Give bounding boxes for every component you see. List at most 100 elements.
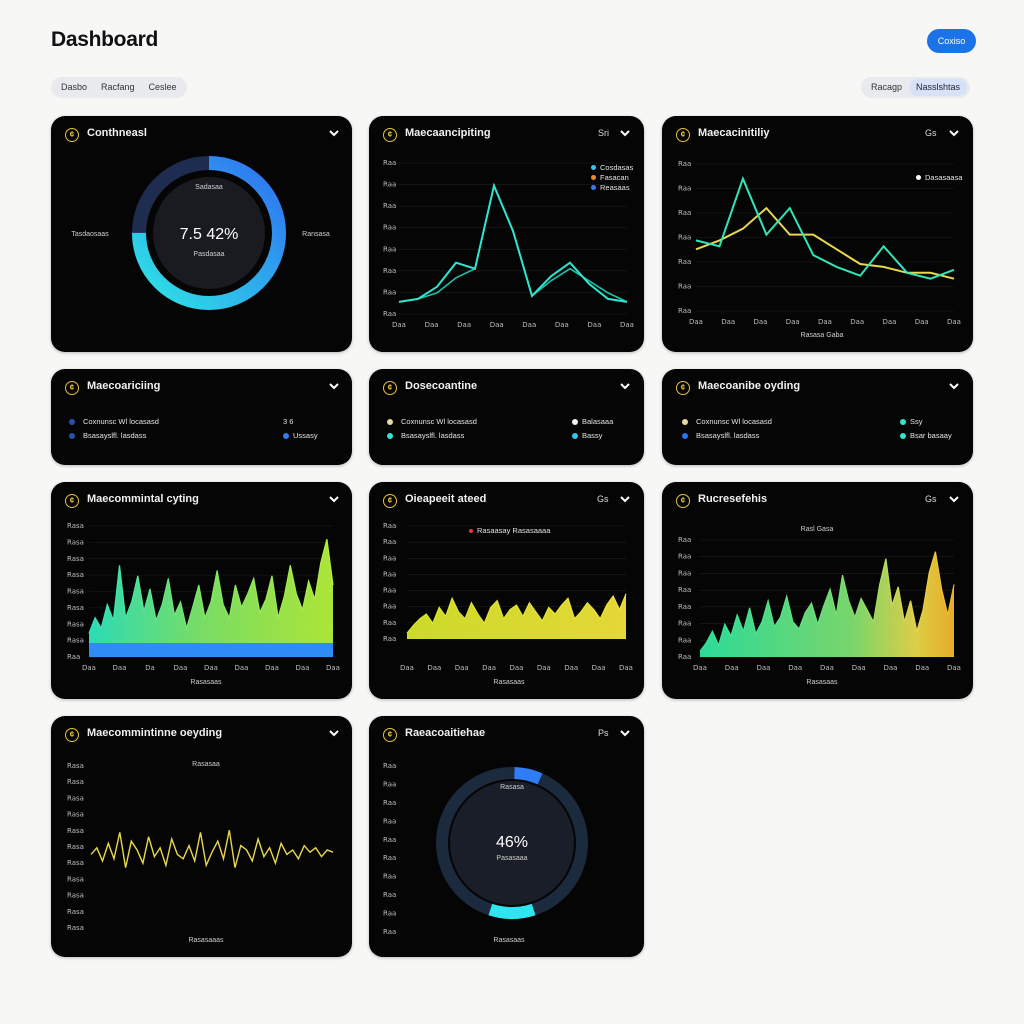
- x-tick-label: Daa: [482, 664, 496, 672]
- x-tick-label: Daa: [619, 664, 633, 672]
- x-tick-label: Daa: [235, 664, 249, 672]
- coin-icon: ¢: [65, 128, 79, 142]
- legend-label: Reasaas: [600, 183, 630, 192]
- x-tick-label: Daa: [818, 318, 832, 326]
- card-title: Maecacinitiliy: [698, 127, 770, 139]
- x-tick-label: Daa: [883, 318, 897, 326]
- donut-center-value: 7.5 42%: [179, 226, 239, 243]
- series-line: [88, 538, 334, 634]
- chevron-down-icon[interactable]: [326, 378, 342, 394]
- chevron-down-icon[interactable]: [946, 491, 962, 507]
- chevron-down-icon[interactable]: [326, 491, 342, 507]
- area-fill: [700, 551, 954, 657]
- chevron-down-icon[interactable]: [946, 125, 962, 141]
- y-tick-label: Raa: [383, 570, 396, 578]
- y-tick-label: Raa: [678, 586, 691, 594]
- x-tick-label: Daa: [721, 318, 735, 326]
- filter-tab-right-1[interactable]: Racagp: [871, 82, 903, 92]
- y-tick-label: Raa: [383, 762, 396, 770]
- x-tick-label: Daa: [820, 664, 834, 672]
- x-tick-label: Daa: [947, 664, 961, 672]
- donut-left-label: Tasdaosaas: [71, 231, 109, 238]
- legend-label: Dasasaasa: [925, 173, 963, 182]
- legend-swatch: [591, 165, 596, 170]
- coin-icon: ¢: [65, 494, 79, 508]
- y-tick-label: Raa: [678, 209, 691, 217]
- x-tick-label: Daa: [754, 318, 768, 326]
- series-line: [695, 206, 955, 280]
- list-item[interactable]: Bsasayslfl. lasdass: [69, 431, 146, 440]
- x-tick-label: Daa: [725, 664, 739, 672]
- series-line: [398, 183, 628, 303]
- list-item[interactable]: Coxnunsc Wl locasasd: [69, 417, 159, 426]
- y-tick-label: Rasa: [67, 571, 84, 579]
- card-title: Maecoariciing: [87, 380, 161, 392]
- y-tick-label: Raa: [383, 267, 396, 275]
- chevron-down-icon[interactable]: [326, 725, 342, 741]
- y-tick-label: Rasa: [67, 588, 84, 596]
- donut-progress-arc: [436, 767, 588, 919]
- card-title: Raeacoaitiehae: [405, 727, 486, 739]
- y-tick-label: Raa: [678, 603, 691, 611]
- list-item[interactable]: Bsasayslfl. lasdass: [682, 431, 759, 440]
- card-extra-label: Gs: [925, 494, 937, 504]
- filter-tab-2[interactable]: Racfang: [101, 82, 135, 92]
- y-tick-label: Rasa: [67, 522, 84, 530]
- y-tick-label: Raa: [678, 160, 691, 168]
- y-tick-label: Raa: [383, 159, 396, 167]
- x-tick-label: Daa: [82, 664, 96, 672]
- list-value-text: Bassy: [582, 431, 603, 440]
- card-donut-2: ¢ Raeacoaitiehae Ps Raa Raa Raa Raa Raa Raa Ra…: [369, 716, 644, 957]
- coin-icon: ¢: [676, 381, 690, 395]
- card-line-2: ¢ Maecacinitiliy Gs Dasasaasa Raa Raa Raa R…: [662, 116, 973, 352]
- card-area-1: ¢ Maecommintal cyting Rasa Rasa Rasa Rasa Ra…: [51, 482, 352, 699]
- x-tick-label: Daa: [592, 664, 606, 672]
- list-dot: [69, 418, 75, 425]
- list-item-label: Bsasayslfl. lasdass: [401, 431, 465, 440]
- legend-item: Rasaasay Rasasaaaa: [469, 526, 550, 535]
- chevron-down-icon[interactable]: [617, 125, 633, 141]
- legend-swatch: [591, 175, 596, 180]
- filter-tab-1[interactable]: Dasbo: [61, 82, 88, 92]
- donut-top-label: Sadasaa: [195, 184, 223, 191]
- primary-action-button[interactable]: Coxiso: [927, 29, 976, 53]
- list-item-value: Balasaaa: [572, 417, 613, 426]
- donut-chart: [132, 156, 286, 310]
- chevron-down-icon[interactable]: [946, 378, 962, 394]
- card-title: Dosecoantine: [405, 380, 478, 392]
- filter-tab-right-2[interactable]: Nasslshtas: [909, 79, 968, 96]
- legend-label: Rasaasay Rasasaaaa: [477, 526, 551, 535]
- y-tick-label: Raa: [383, 202, 396, 210]
- chevron-down-icon[interactable]: [617, 378, 633, 394]
- list-dot: [900, 418, 906, 425]
- list-item-value: Bsar basaay: [900, 431, 952, 440]
- list-dot: [387, 418, 393, 425]
- legend-label: Cosdasas: [600, 163, 634, 172]
- donut-bottom-label: Pasasaaa: [496, 855, 528, 862]
- list-item[interactable]: Bsasayslfl. lasdass: [387, 431, 464, 440]
- list-item[interactable]: Coxnunsc Wl locasasd: [387, 417, 477, 426]
- x-tick-label: Daa: [537, 664, 551, 672]
- y-tick-label: Raa: [383, 224, 396, 232]
- chevron-down-icon[interactable]: [326, 125, 342, 141]
- list-value-text: Ssy: [910, 417, 923, 426]
- filter-tab-3[interactable]: Ceslee: [148, 82, 177, 92]
- coin-icon: ¢: [676, 128, 690, 142]
- chevron-down-icon[interactable]: [617, 491, 633, 507]
- chevron-down-icon[interactable]: [617, 725, 633, 741]
- y-tick-label: Raa: [678, 553, 691, 561]
- y-tick-label: Rasa: [67, 843, 84, 851]
- x-tick-label: Daa: [392, 321, 406, 329]
- y-tick-label: Raa: [678, 653, 691, 661]
- list-item-label: Bsasayslfl. lasdass: [83, 431, 147, 440]
- x-tick-label: Daa: [757, 664, 771, 672]
- y-tick-label: Raa: [383, 873, 396, 881]
- coin-icon: ¢: [383, 128, 397, 142]
- list-item[interactable]: Coxnunsc Wl locasasd: [682, 417, 772, 426]
- card-area-2: ¢ Oieapeeit ateed Gs Rasaasay Rasasaaaa …: [369, 482, 644, 699]
- list-dot: [900, 432, 906, 439]
- chart-top-label: Rasl Gasa: [800, 526, 834, 533]
- x-axis-label: Rasasaas: [190, 679, 222, 686]
- x-axis-label: Rasasaaas: [188, 937, 224, 944]
